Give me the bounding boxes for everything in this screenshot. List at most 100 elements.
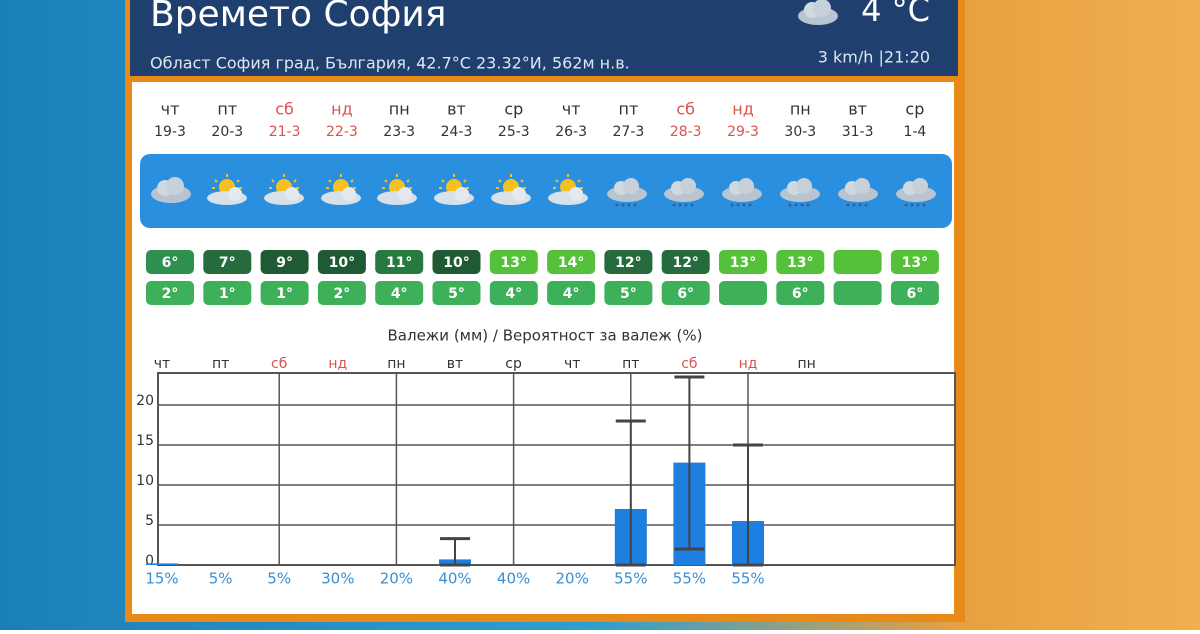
day-date: 30-3 <box>784 124 816 140</box>
title: Времето София <box>150 0 446 35</box>
low-temp: 5° <box>448 286 465 302</box>
day-date: 23-3 <box>383 124 415 140</box>
high-pill <box>604 250 653 274</box>
x-tick-label: пн <box>387 356 405 372</box>
x-tick-label: пн <box>797 356 815 372</box>
high-temp: 13° <box>730 255 756 271</box>
day-name: ср <box>504 100 523 119</box>
day-name: сб <box>275 100 294 119</box>
low-temp: 6° <box>792 286 809 302</box>
day-name: сб <box>676 100 695 119</box>
low-temp: 2° <box>334 286 351 302</box>
probability-label: 20% <box>556 570 589 588</box>
x-tick-label: пт <box>622 356 639 372</box>
day-date: 28-3 <box>670 124 702 140</box>
day-name: пт <box>217 100 237 119</box>
probability-label: 40% <box>497 570 530 588</box>
day-name: вт <box>848 100 867 119</box>
plot-area <box>157 372 956 566</box>
y-tick-label: 10 <box>136 473 154 489</box>
high-pill <box>146 250 194 274</box>
x-tick-label: ср <box>505 356 522 372</box>
high-temp: 11° <box>386 255 412 271</box>
day-date: 19-3 <box>154 124 186 140</box>
high-pill <box>489 250 538 274</box>
low-pill <box>317 281 366 305</box>
low-pill <box>260 281 309 305</box>
x-tick-label: сб <box>271 356 287 372</box>
probability-label: 30% <box>321 570 354 588</box>
high-temp: 13° <box>902 255 928 271</box>
probability-label: 20% <box>380 570 413 588</box>
low-temp: 4° <box>391 286 408 302</box>
day-date: 31-3 <box>842 124 874 140</box>
x-tick-label: пт <box>212 356 229 372</box>
high-temp: 7° <box>219 255 236 271</box>
x-tick-label: чт <box>564 356 580 372</box>
low-pill <box>146 281 194 305</box>
low-pill <box>489 281 538 305</box>
day-date: 21-3 <box>269 124 301 140</box>
low-temp: 2° <box>162 286 179 302</box>
high-pill <box>890 250 939 274</box>
probability-label: 55% <box>673 570 706 588</box>
low-temp: 4° <box>563 286 580 302</box>
day-date: 24-3 <box>441 124 473 140</box>
day-date: 27-3 <box>613 124 645 140</box>
probability-label: 55% <box>731 570 764 588</box>
day-date: 22-3 <box>326 124 358 140</box>
high-temp: 13° <box>501 255 527 271</box>
high-pill <box>661 250 710 274</box>
day-name: чт <box>562 100 581 119</box>
day-name: пн <box>389 100 410 119</box>
high-temp: 12° <box>672 255 698 271</box>
y-tick-label: 15 <box>136 433 154 449</box>
chart-title: Валежи (мм) / Вероятност за валеж (%) <box>388 327 703 345</box>
x-tick-label: вт <box>447 356 463 372</box>
day-name: ср <box>905 100 924 119</box>
x-tick-label: чт <box>154 356 170 372</box>
low-pill <box>890 281 939 305</box>
y-tick-label: 5 <box>145 513 154 529</box>
day-date: 25-3 <box>498 124 530 140</box>
low-pill <box>719 281 767 305</box>
low-temp: 4° <box>505 286 522 302</box>
day-date: 1-4 <box>903 124 926 140</box>
x-tick-label: сб <box>681 356 697 372</box>
high-pill <box>432 250 481 274</box>
day-name: нд <box>732 100 754 119</box>
x-tick-label: нд <box>739 356 758 372</box>
low-temp: 1° <box>276 286 293 302</box>
high-temp: 6° <box>162 255 179 271</box>
low-pill <box>375 281 424 305</box>
day-name: чт <box>161 100 180 119</box>
location: Област София град, България, 42.7°С 23.3… <box>150 54 630 73</box>
low-temp: 6° <box>677 286 694 302</box>
low-temp: 1° <box>219 286 236 302</box>
high-temp: 12° <box>615 255 641 271</box>
low-temp: 5° <box>620 286 637 302</box>
day-name: пн <box>790 100 811 119</box>
high-pill <box>203 250 252 274</box>
high-temp: 9° <box>276 255 293 271</box>
probability-label: 5% <box>267 570 291 588</box>
y-tick-label: 0 <box>145 553 154 569</box>
low-pill <box>547 281 596 305</box>
day-date: 20-3 <box>211 124 243 140</box>
low-temp: 6° <box>907 286 924 302</box>
low-pill <box>432 281 481 305</box>
high-pill <box>776 250 825 274</box>
wind-time: 3 km/h |21:20 <box>818 48 930 67</box>
low-pill <box>604 281 653 305</box>
high-temp: 10° <box>329 255 355 271</box>
icon-band <box>140 154 952 228</box>
day-name: нд <box>331 100 353 119</box>
low-pill <box>661 281 710 305</box>
probability-label: 40% <box>438 570 471 588</box>
low-pill <box>203 281 252 305</box>
probability-label: 5% <box>209 570 233 588</box>
high-pill <box>547 250 596 274</box>
high-temp: 10° <box>443 255 469 271</box>
day-name: пт <box>619 100 639 119</box>
high-pill <box>833 250 882 274</box>
